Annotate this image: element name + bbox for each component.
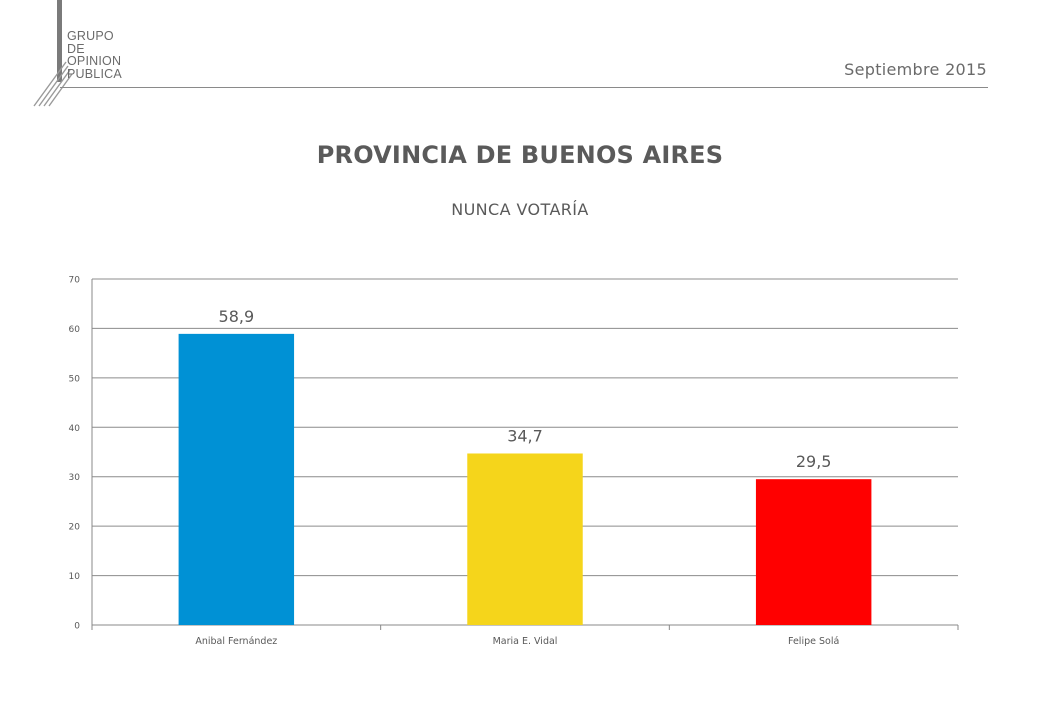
logo-text: GRUPO DE OPINION PUBLICA xyxy=(67,30,122,80)
y-tick-label: 50 xyxy=(69,374,81,384)
data-label: 34,7 xyxy=(507,426,543,445)
y-tick-label: 20 xyxy=(69,523,81,533)
logo-line-4: PUBLICA xyxy=(67,66,122,81)
data-label: 29,5 xyxy=(796,452,832,471)
bar-3 xyxy=(755,479,872,625)
y-tick-label: 40 xyxy=(69,424,81,434)
x-tick-label: Maria E. Vidal xyxy=(493,636,558,647)
x-tick-label: Felipe Solá xyxy=(788,636,839,647)
chart-title: PROVINCIA DE BUENOS AIRES xyxy=(316,141,724,169)
y-tick-label: 30 xyxy=(69,473,81,483)
logo-line-3: OPINION xyxy=(67,54,122,69)
report-date: Septiembre 2015 xyxy=(844,60,987,79)
y-tick-label: 10 xyxy=(69,572,81,582)
logo-line-1: GRUPO xyxy=(67,29,114,43)
chart-subtitle: NUNCA VOTARÍA xyxy=(451,200,589,219)
logo-line-2: DE xyxy=(67,41,85,56)
logo-mark xyxy=(33,0,73,107)
data-label: 58,9 xyxy=(219,307,255,326)
y-tick-label: 0 xyxy=(74,622,80,632)
header-rule xyxy=(60,87,988,88)
x-tick-label: Anibal Fernández xyxy=(195,636,277,647)
bar-1 xyxy=(178,333,295,625)
y-tick-label: 70 xyxy=(69,276,81,286)
bar-2 xyxy=(467,453,583,625)
y-tick-label: 60 xyxy=(69,325,81,335)
